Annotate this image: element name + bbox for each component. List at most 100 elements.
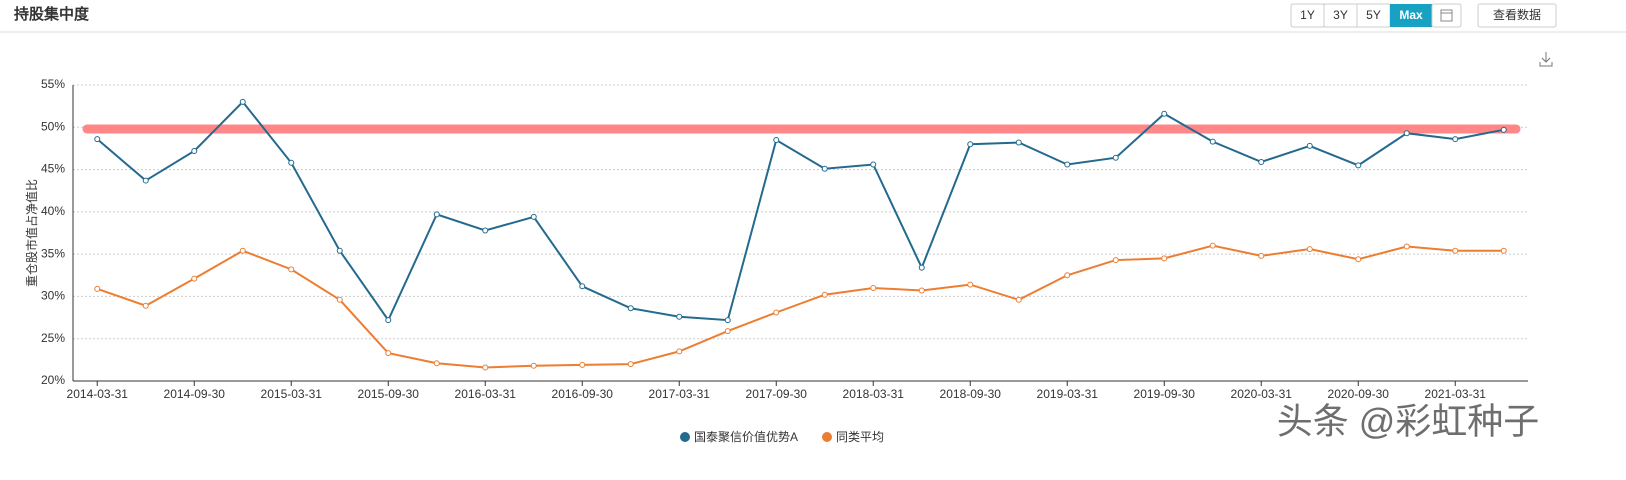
data-point xyxy=(1306,142,1313,149)
y-tick-label: 20% xyxy=(41,373,65,387)
data-point xyxy=(1064,161,1071,168)
x-tick-label: 2018-09-30 xyxy=(940,387,1002,401)
data-point xyxy=(967,141,974,148)
data-point xyxy=(1355,256,1362,263)
y-tick-label: 40% xyxy=(41,204,65,218)
data-point xyxy=(627,305,634,312)
data-point xyxy=(1403,243,1410,250)
data-point xyxy=(288,266,295,273)
series-line xyxy=(96,244,1504,369)
data-point xyxy=(1306,246,1313,253)
data-point xyxy=(1500,126,1507,133)
button-label: 查看数据 xyxy=(1493,7,1541,22)
x-tick-label: 2018-03-31 xyxy=(843,387,905,401)
x-tick-label: 2016-03-31 xyxy=(455,387,517,401)
x-tick-label: 2019-09-30 xyxy=(1134,387,1196,401)
data-point xyxy=(239,98,246,105)
legend-label: 同类平均 xyxy=(836,430,884,444)
legend-swatch xyxy=(680,432,690,442)
series-line xyxy=(96,100,1504,323)
data-point xyxy=(385,317,392,324)
button-label: 1Y xyxy=(1300,8,1315,22)
data-point xyxy=(1258,252,1265,259)
data-point xyxy=(870,284,877,291)
data-point xyxy=(482,364,489,371)
x-tick-label: 2020-03-31 xyxy=(1231,387,1293,401)
data-point xyxy=(1355,162,1362,169)
data-point xyxy=(821,291,828,298)
data-point xyxy=(482,227,489,234)
data-point xyxy=(773,309,780,316)
y-tick-label: 45% xyxy=(41,162,65,176)
y-tick-label: 25% xyxy=(41,331,65,345)
data-point xyxy=(918,287,925,294)
data-point xyxy=(433,360,440,367)
calendar-button[interactable] xyxy=(1431,3,1462,28)
data-point xyxy=(191,147,198,154)
data-point xyxy=(1161,110,1168,117)
data-point xyxy=(530,362,537,369)
view-data-button[interactable] xyxy=(1477,3,1557,28)
data-point xyxy=(579,283,586,290)
data-point xyxy=(773,136,780,143)
download-icon[interactable] xyxy=(1539,52,1553,67)
data-point xyxy=(821,165,828,172)
data-point xyxy=(579,361,586,368)
data-point xyxy=(142,177,149,184)
data-point xyxy=(385,350,392,357)
data-point xyxy=(1452,247,1459,254)
data-point xyxy=(1209,242,1216,249)
data-point xyxy=(1112,154,1119,161)
data-point xyxy=(870,161,877,168)
data-point xyxy=(288,159,295,166)
x-tick-label: 2020-09-30 xyxy=(1328,387,1390,401)
data-point xyxy=(1015,139,1022,146)
data-point xyxy=(239,247,246,254)
y-tick-label: 35% xyxy=(41,246,65,260)
data-point xyxy=(676,313,683,320)
x-tick-label: 2015-03-31 xyxy=(261,387,323,401)
button-label: 5Y xyxy=(1366,8,1381,22)
y-tick-label: 50% xyxy=(41,119,65,133)
data-point xyxy=(1161,255,1168,262)
x-tick-label: 2015-09-30 xyxy=(358,387,420,401)
range-buttons: 1Y 3Y 5Y Max 查看数据 xyxy=(1290,3,1557,28)
data-point xyxy=(191,275,198,282)
y-axis-label: 重仓股市值占净值比 xyxy=(24,179,39,287)
data-point xyxy=(676,348,683,355)
data-point xyxy=(627,361,634,368)
data-point xyxy=(724,317,731,324)
legend-swatch xyxy=(822,432,833,442)
data-point xyxy=(1403,130,1410,137)
y-tick-label: 30% xyxy=(41,289,65,303)
data-point xyxy=(336,247,343,254)
data-point xyxy=(1015,296,1022,303)
x-tick-label: 2017-03-31 xyxy=(649,387,711,401)
data-point xyxy=(724,328,731,335)
watermark: 头条 @彩虹种子 xyxy=(1277,401,1540,442)
data-point xyxy=(1209,138,1216,145)
data-point xyxy=(967,281,974,288)
x-tick-label: 2016-09-30 xyxy=(552,387,614,401)
data-point xyxy=(918,264,925,271)
data-point xyxy=(1500,247,1507,254)
data-point xyxy=(1064,272,1071,279)
button-label: 3Y xyxy=(1333,8,1348,22)
x-tick-label: 2017-09-30 xyxy=(746,387,808,401)
button-max[interactable] xyxy=(1390,4,1432,27)
x-tick-label: 2014-03-31 xyxy=(67,387,129,401)
data-point xyxy=(94,136,101,143)
data-point xyxy=(1112,257,1119,264)
calendar-icon xyxy=(1440,9,1453,22)
download-glyph xyxy=(1539,52,1553,67)
x-tick-label: 2021-03-31 xyxy=(1425,387,1487,401)
data-point xyxy=(530,213,537,220)
data-point xyxy=(94,285,101,292)
data-point xyxy=(142,302,149,309)
data-point xyxy=(336,296,343,303)
y-tick-label: 55% xyxy=(41,77,65,91)
x-tick-label: 2019-03-31 xyxy=(1037,387,1099,401)
data-point xyxy=(1452,136,1459,143)
